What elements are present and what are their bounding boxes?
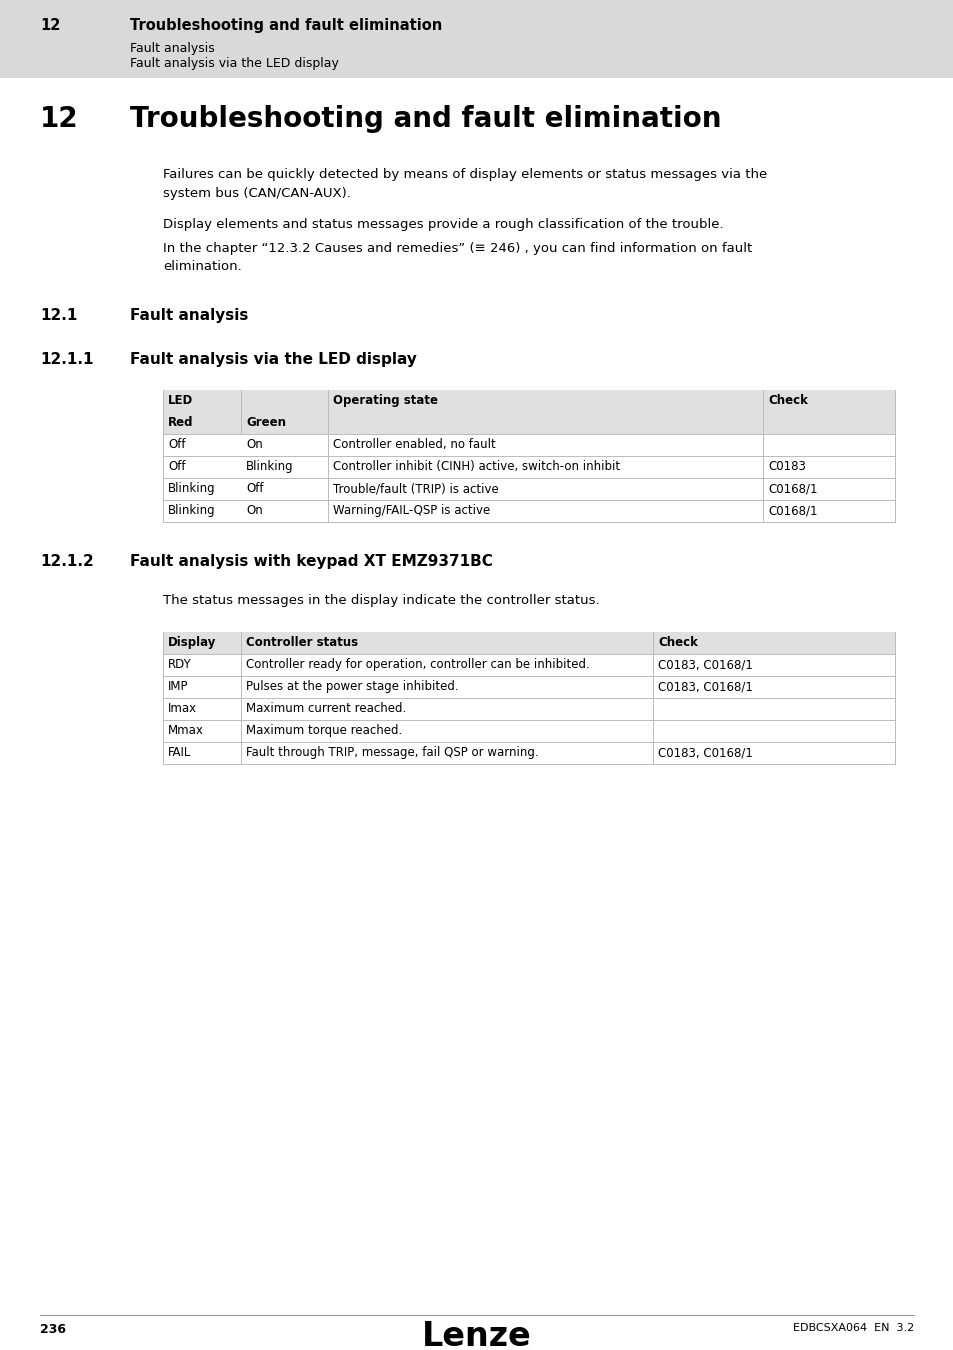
Text: The status messages in the display indicate the controller status.: The status messages in the display indic… [163,594,599,608]
Text: 236: 236 [40,1323,66,1336]
Text: Fault analysis via the LED display: Fault analysis via the LED display [130,57,338,70]
Text: C0183, C0168/1: C0183, C0168/1 [658,657,752,671]
Text: Blinking: Blinking [168,482,215,495]
Text: Fault analysis via the LED display: Fault analysis via the LED display [130,352,416,367]
Text: Trouble/fault (TRIP) is active: Trouble/fault (TRIP) is active [333,482,498,495]
Text: In the chapter “12.3.2 Causes and remedies” (≡ 246) , you can find information o: In the chapter “12.3.2 Causes and remedi… [163,242,752,274]
Text: Check: Check [767,394,807,406]
Text: Failures can be quickly detected by means of display elements or status messages: Failures can be quickly detected by mean… [163,167,766,200]
Text: Maximum current reached.: Maximum current reached. [246,702,406,716]
Text: Fault analysis: Fault analysis [130,308,248,323]
Text: Maximum torque reached.: Maximum torque reached. [246,724,402,737]
Text: C0183: C0183 [767,460,805,472]
FancyBboxPatch shape [163,390,894,412]
Text: Off: Off [168,460,185,472]
Text: Operating state: Operating state [333,394,437,406]
Text: Mmax: Mmax [168,724,204,737]
Text: 12: 12 [40,18,60,32]
Text: 12.1.1: 12.1.1 [40,352,93,367]
Text: 12.1.2: 12.1.2 [40,554,93,568]
Text: Pulses at the power stage inhibited.: Pulses at the power stage inhibited. [246,680,458,693]
Text: Controller ready for operation, controller can be inhibited.: Controller ready for operation, controll… [246,657,589,671]
FancyBboxPatch shape [163,632,894,653]
Text: Troubleshooting and fault elimination: Troubleshooting and fault elimination [130,18,442,32]
Text: 12.1: 12.1 [40,308,77,323]
Text: Fault through TRIP, message, fail QSP or warning.: Fault through TRIP, message, fail QSP or… [246,747,538,759]
Text: C0183, C0168/1: C0183, C0168/1 [658,747,752,759]
Text: Blinking: Blinking [246,460,294,472]
Text: EDBCSXA064  EN  3.2: EDBCSXA064 EN 3.2 [792,1323,913,1332]
Text: Troubleshooting and fault elimination: Troubleshooting and fault elimination [130,105,720,134]
Text: Check: Check [658,636,698,649]
Text: On: On [246,504,262,517]
Text: LED: LED [168,394,193,406]
Text: C0168/1: C0168/1 [767,482,817,495]
Text: RDY: RDY [168,657,192,671]
Text: Controller status: Controller status [246,636,357,649]
Text: Green: Green [246,416,286,429]
Text: Controller inhibit (CINH) active, switch-on inhibit: Controller inhibit (CINH) active, switch… [333,460,619,472]
Text: Blinking: Blinking [168,504,215,517]
Text: Controller enabled, no fault: Controller enabled, no fault [333,437,496,451]
Text: Display: Display [168,636,216,649]
Text: Off: Off [168,437,185,451]
Text: 12: 12 [40,105,78,134]
Text: Lenze: Lenze [421,1320,532,1350]
Text: Display elements and status messages provide a rough classification of the troub: Display elements and status messages pro… [163,217,723,231]
FancyBboxPatch shape [0,0,953,78]
Text: On: On [246,437,262,451]
Text: Fault analysis: Fault analysis [130,42,214,55]
Text: C0168/1: C0168/1 [767,504,817,517]
Text: C0183, C0168/1: C0183, C0168/1 [658,680,752,693]
Text: Off: Off [246,482,263,495]
Text: Fault analysis with keypad XT EMZ9371BC: Fault analysis with keypad XT EMZ9371BC [130,554,493,568]
FancyBboxPatch shape [163,412,894,433]
Text: Warning/FAIL-QSP is active: Warning/FAIL-QSP is active [333,504,490,517]
Text: IMP: IMP [168,680,189,693]
Text: Imax: Imax [168,702,197,716]
Text: Red: Red [168,416,193,429]
Text: FAIL: FAIL [168,747,192,759]
